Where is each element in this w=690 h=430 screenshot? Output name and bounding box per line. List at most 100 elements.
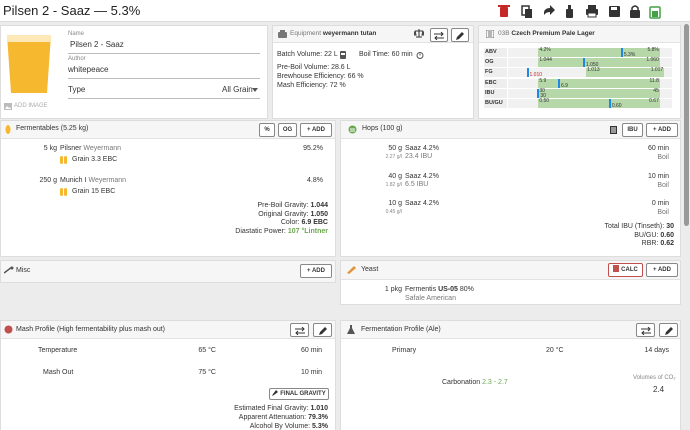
- brewhouse-efficiency: Brewhouse Efficiency: 66 %: [277, 73, 364, 80]
- hop-time: 10 min: [647, 172, 669, 180]
- yeast-code[interactable]: US-05: [438, 286, 458, 293]
- style-range: [538, 78, 660, 88]
- name[interactable]: Pilsner: [60, 145, 82, 152]
- calc-button[interactable]: CALC: [608, 263, 643, 277]
- style-row-label: FG: [484, 68, 507, 78]
- misc-icon: [4, 266, 14, 274]
- button[interactable]: + ADD: [646, 263, 678, 277]
- volumes-value[interactable]: 2.4: [653, 385, 665, 394]
- button[interactable]: %: [259, 123, 275, 137]
- summary-value: 5.3%: [312, 423, 328, 430]
- step-name: Primary: [392, 347, 417, 354]
- fermenter-icon: [340, 51, 346, 59]
- button[interactable]: IBU: [622, 123, 643, 137]
- step-temp: 20 °C: [546, 347, 564, 354]
- style-row-label: ABV: [484, 48, 507, 57]
- fermentable-detail: Grain 3.3 EBC: [72, 155, 117, 165]
- fermentable-detail: Grain 15 EBC: [72, 187, 115, 197]
- button[interactable]: + ADD: [646, 123, 678, 137]
- field-value[interactable]: whitepeace: [68, 65, 109, 74]
- scrollbar[interactable]: [684, 24, 689, 226]
- hop-time: 0 min: [651, 200, 669, 207]
- style-marker: [526, 68, 529, 78]
- print-icon[interactable]: [586, 5, 598, 18]
- style-range: [538, 99, 660, 108]
- flask-icon: [347, 325, 355, 334]
- swap-icon: [640, 326, 651, 336]
- edit-button[interactable]: [451, 28, 469, 42]
- summary-line: RBR: 0.62: [642, 239, 674, 249]
- summary-line: Pre-Boil Gravity: 1.044: [258, 201, 329, 211]
- step-name: Mash Out: [43, 369, 74, 376]
- name[interactable]: Saaz: [405, 200, 421, 207]
- button[interactable]: + ADD: [300, 123, 332, 137]
- field-label: Author: [68, 56, 86, 62]
- delete-icon[interactable]: [498, 5, 510, 17]
- calc-icon: [613, 265, 620, 272]
- hop-ibu: 6.5 IBU: [405, 180, 429, 188]
- yeast-attenuation: 80%: [459, 286, 474, 293]
- type-select[interactable]: All Grain: [222, 85, 253, 94]
- final-gravity-button[interactable]: FINAL GRAVITY: [269, 388, 329, 400]
- amount: 5 kg: [43, 145, 57, 152]
- kind: Grain: [72, 188, 90, 195]
- hop-ibu: 23.4 IBU: [405, 153, 433, 160]
- batch-volume: Batch Volume: 22 L: [277, 51, 338, 58]
- list-icon[interactable]: [610, 126, 617, 134]
- lock-icon[interactable]: [630, 5, 640, 18]
- timer-icon: [416, 52, 424, 59]
- field-value[interactable]: Pilsen 2 - Saaz: [70, 40, 124, 49]
- name[interactable]: Munich I: [60, 177, 87, 184]
- step-time: 10 min: [300, 369, 322, 376]
- style-min: 0.50: [539, 98, 550, 104]
- button[interactable]: OG: [278, 123, 297, 137]
- equipment-name[interactable]: weyermann tutan: [322, 30, 377, 37]
- edit-button[interactable]: [659, 323, 678, 337]
- summary-line: Alcohol By Volume: 5.3%: [250, 422, 328, 430]
- summary-label: Pre-Boil Gravity:: [257, 202, 309, 209]
- style-max: 11.8: [649, 77, 659, 84]
- fermentables-header: [1, 121, 335, 139]
- name[interactable]: Saaz: [405, 145, 421, 152]
- summary-line: Apparent Attenuation: 79.3%: [239, 413, 328, 423]
- button[interactable]: + ADD: [300, 264, 332, 278]
- carbonation: Carbonation 2.3 - 2.7: [442, 378, 508, 388]
- equipment-title: Equipment weyermann tutan: [290, 29, 376, 39]
- swap-button[interactable]: [290, 323, 309, 337]
- style-min: 1.044: [539, 57, 552, 64]
- style-title: 03B Czech Premium Pale Lager: [498, 29, 595, 39]
- edit-button[interactable]: [313, 323, 332, 337]
- mash-icon: [4, 325, 13, 334]
- add-image[interactable]: ADD IMAGE: [14, 103, 48, 109]
- field-underline: [68, 53, 260, 54]
- swap-button[interactable]: [430, 28, 448, 42]
- alpha: 4.2%: [422, 145, 439, 152]
- style-min: 30: [539, 87, 545, 94]
- bottle-icon[interactable]: [566, 5, 573, 18]
- style-min: 1.013: [587, 67, 600, 74]
- volumes-label: Volumes of CO₂: [633, 375, 676, 381]
- equipment-icon: [278, 30, 287, 38]
- swap-button[interactable]: [636, 323, 655, 337]
- copy-icon[interactable]: [521, 5, 532, 18]
- summary-label: RBR:: [641, 240, 659, 247]
- summary-line: BU/GU: 0.60: [634, 231, 674, 241]
- brew-icon[interactable]: [649, 6, 661, 19]
- scale-icon[interactable]: [414, 29, 424, 38]
- save-icon[interactable]: [609, 6, 620, 17]
- button-label: FINAL GRAVITY: [280, 391, 326, 397]
- summary-value: 1.044: [310, 202, 328, 209]
- summary-label: Diastatic Power:: [235, 228, 286, 236]
- name[interactable]: Saaz: [405, 172, 421, 180]
- style-range: [538, 58, 660, 68]
- share-icon[interactable]: [544, 5, 555, 15]
- percent: 95.2%: [303, 145, 323, 152]
- edit-icon: [664, 327, 673, 335]
- equipment-label: Equipment: [290, 30, 322, 37]
- summary-value: 0.60: [660, 231, 674, 239]
- summary-line: Estimated Final Gravity: 1.010: [234, 404, 328, 414]
- summary-label: Apparent Attenuation:: [238, 414, 307, 421]
- mash-efficiency: Mash Efficiency: 72 %: [277, 82, 346, 89]
- image-icon: [4, 103, 12, 110]
- style-name[interactable]: Czech Premium Pale Lager: [511, 30, 595, 37]
